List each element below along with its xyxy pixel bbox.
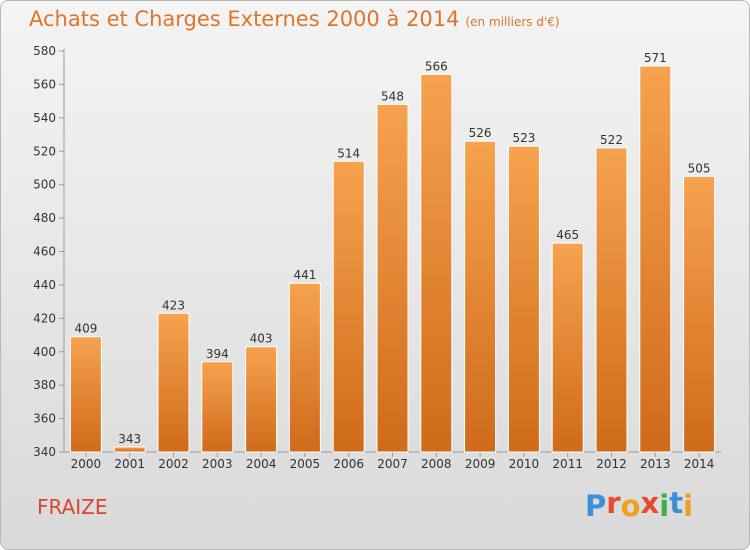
logo-letter: r [606, 486, 621, 520]
bar-2002 [157, 312, 190, 453]
x-tick-label-2010: 2010 [509, 457, 540, 471]
y-tick-label: 580 [33, 44, 56, 58]
x-tick-label-2003: 2003 [202, 457, 233, 471]
logo-letter: i [659, 489, 670, 523]
x-tick-label-2004: 2004 [246, 457, 277, 471]
data-label-2006: 514 [337, 146, 360, 160]
x-tick-label-2001: 2001 [114, 457, 145, 471]
y-tick-label: 480 [33, 211, 56, 225]
y-tick-label: 540 [33, 111, 56, 125]
x-tick-label-2002: 2002 [158, 457, 189, 471]
y-tick-label: 380 [33, 378, 56, 392]
proxiti-logo: Proxiti [585, 486, 694, 523]
x-tick-label-2007: 2007 [377, 457, 408, 471]
bar-2009 [464, 140, 497, 453]
logo-letter: x [640, 486, 660, 520]
bar-2008 [420, 73, 453, 453]
bar-2014 [683, 175, 716, 453]
y-tick-label: 560 [33, 77, 56, 91]
bar-2005 [288, 282, 321, 453]
bar-2010 [507, 145, 540, 453]
x-tick-label-2011: 2011 [552, 457, 583, 471]
bar-2000 [69, 336, 102, 453]
logo-letter: o [620, 489, 641, 523]
y-tick-label: 400 [33, 345, 56, 359]
bars [69, 65, 716, 453]
x-tick-label-2012: 2012 [596, 457, 627, 471]
logo-letter: P [585, 489, 607, 523]
data-label-2010: 523 [512, 131, 535, 145]
data-label-2009: 526 [469, 126, 492, 140]
data-label-2003: 394 [206, 347, 229, 361]
bar-2006 [332, 160, 365, 453]
x-tick-label-2008: 2008 [421, 457, 452, 471]
bar-2001 [113, 446, 146, 453]
x-tick-label-2000: 2000 [71, 457, 102, 471]
data-label-2000: 409 [74, 322, 97, 336]
chart-title: Achats et Charges Externes 2000 à 2014 (e… [29, 7, 560, 31]
commune-name: FRAIZE [37, 495, 108, 519]
title-text: Achats et Charges Externes 2000 à 2014 [29, 7, 460, 31]
data-label-2005: 441 [293, 268, 316, 282]
bar-2012 [595, 147, 628, 453]
y-tick-label: 520 [33, 144, 56, 158]
chart-subtitle: (en milliers d'€) [465, 15, 560, 29]
data-label-2004: 403 [250, 332, 273, 346]
bar-2007 [376, 103, 409, 453]
x-tick-label-2013: 2013 [640, 457, 671, 471]
logo-letter: i [683, 489, 694, 523]
bar-2011 [551, 242, 584, 453]
data-label-2001: 343 [118, 432, 141, 446]
y-tick-label: 360 [33, 412, 56, 426]
data-label-2013: 571 [644, 51, 667, 65]
x-tick-label-2014: 2014 [684, 457, 715, 471]
data-label-2014: 505 [688, 161, 711, 175]
axes: 340 360 380 400 420 440 460 480 500 520 540 560 580 2… [33, 44, 721, 471]
bar-2013 [639, 65, 672, 453]
data-labels: 409 343 423 394 403 441 514 548 566 526 523 465 522 5… [74, 51, 710, 446]
y-tick-label: 420 [33, 311, 56, 325]
data-label-2012: 522 [600, 133, 623, 147]
y-tick-label: 440 [33, 278, 56, 292]
bar-2004 [245, 346, 278, 453]
data-label-2002: 423 [162, 298, 185, 312]
logo-letter: t [669, 486, 684, 520]
y-tick-label: 500 [33, 178, 56, 192]
data-label-2007: 548 [381, 89, 404, 103]
x-tick-label-2009: 2009 [465, 457, 496, 471]
data-label-2008: 566 [425, 59, 448, 73]
data-label-2011: 465 [556, 228, 579, 242]
x-tick-label-2006: 2006 [333, 457, 364, 471]
y-tick-label: 460 [33, 245, 56, 259]
bar-2003 [201, 361, 234, 453]
y-tick-label: 340 [33, 445, 56, 459]
x-tick-label-2005: 2005 [290, 457, 321, 471]
